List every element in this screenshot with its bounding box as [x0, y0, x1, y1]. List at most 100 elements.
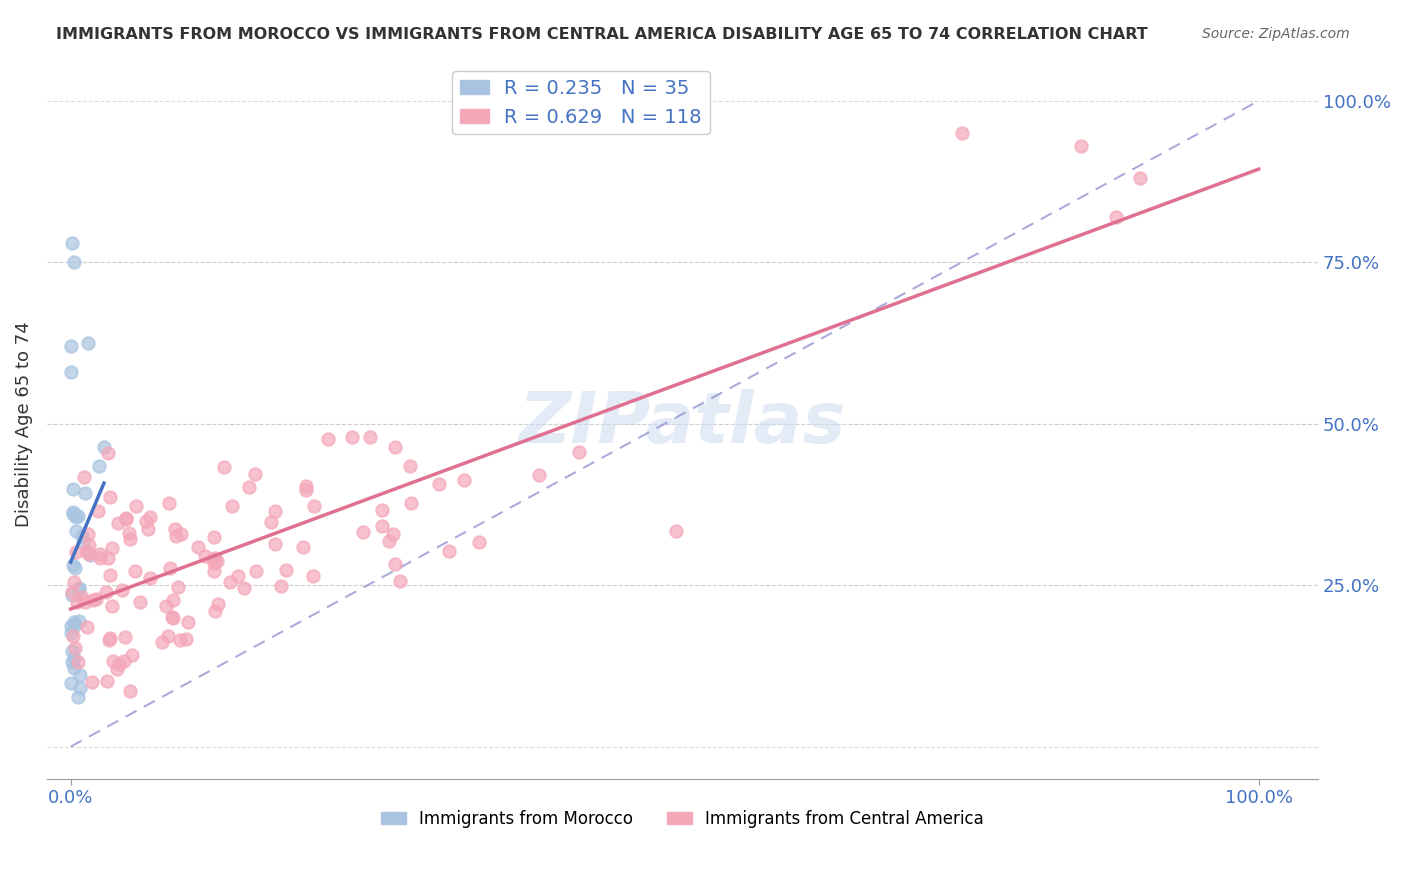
Point: [100, 599, 122, 613]
Point: [60, 588, 83, 602]
Point: [120, 533, 142, 547]
Point: [384, 557, 406, 571]
Point: [65, 509, 87, 524]
Text: Source: ZipAtlas.com: Source: ZipAtlas.com: [1202, 27, 1350, 41]
Point: [187, 540, 209, 554]
Point: [101, 541, 124, 556]
Point: [202, 556, 225, 570]
Point: [60, 625, 83, 640]
Point: [67, 582, 90, 596]
Point: [291, 541, 314, 555]
Point: [60, 585, 83, 599]
Point: [359, 430, 381, 444]
Point: [157, 496, 180, 510]
Point: [73, 470, 96, 484]
Point: [103, 655, 125, 669]
Point: [75, 486, 97, 500]
Point: [207, 597, 229, 611]
Point: [352, 524, 374, 539]
Point: [63, 651, 86, 665]
Point: [118, 684, 141, 698]
Text: IMMIGRANTS FROM MOROCCO VS IMMIGRANTS FROM CENTRAL AMERICA DISABILITY AGE 65 TO : IMMIGRANTS FROM MOROCCO VS IMMIGRANTS FR…: [56, 27, 1147, 42]
Point: [167, 581, 190, 595]
Point: [263, 504, 285, 518]
Point: [316, 432, 339, 446]
Point: [60, 235, 83, 250]
Point: [73, 595, 96, 609]
Point: [568, 445, 591, 459]
Point: [162, 592, 184, 607]
Point: [65, 545, 87, 559]
Point: [98, 631, 121, 645]
Point: [72, 535, 94, 549]
Point: [76, 335, 98, 350]
Point: [232, 582, 254, 596]
Point: [114, 654, 136, 668]
Point: [65, 524, 87, 538]
Point: [98, 633, 121, 648]
Point: [204, 604, 226, 618]
Point: [129, 595, 152, 609]
Point: [87, 504, 110, 518]
Point: [377, 533, 399, 548]
Point: [93, 441, 115, 455]
Point: [950, 126, 973, 140]
Point: [125, 499, 148, 513]
Point: [139, 510, 162, 524]
Point: [160, 609, 183, 624]
Point: [370, 519, 392, 533]
Point: [105, 662, 128, 676]
Point: [82, 593, 104, 607]
Point: [238, 480, 260, 494]
Point: [62, 629, 84, 643]
Point: [98, 490, 121, 504]
Point: [107, 516, 129, 530]
Point: [156, 629, 179, 643]
Point: [67, 655, 90, 669]
Point: [96, 550, 118, 565]
Point: [162, 611, 184, 625]
Point: [159, 561, 181, 575]
Text: ZIPatlas: ZIPatlas: [519, 389, 846, 458]
Point: [295, 483, 318, 497]
Point: [382, 527, 405, 541]
Point: [84, 592, 107, 607]
Point: [63, 255, 86, 269]
Point: [63, 617, 86, 632]
Point: [205, 554, 228, 568]
Point: [1129, 171, 1152, 186]
Point: [202, 564, 225, 578]
Point: [72, 529, 94, 543]
Point: [63, 641, 86, 656]
Point: [98, 568, 121, 582]
Point: [60, 655, 83, 669]
Point: [245, 564, 267, 578]
Point: [399, 496, 422, 510]
Point: [62, 507, 84, 521]
Legend: Immigrants from Morocco, Immigrants from Central America: Immigrants from Morocco, Immigrants from…: [374, 803, 991, 835]
Point: [60, 618, 83, 632]
Point: [453, 474, 475, 488]
Point: [1070, 139, 1092, 153]
Point: [96, 673, 118, 688]
Point: [59, 365, 82, 379]
Point: [202, 552, 225, 566]
Point: [340, 429, 363, 443]
Point: [527, 468, 550, 483]
Point: [124, 564, 146, 578]
Point: [69, 681, 91, 695]
Point: [135, 515, 157, 529]
Point: [155, 599, 177, 613]
Point: [163, 522, 186, 536]
Point: [66, 690, 89, 704]
Point: [114, 512, 136, 526]
Point: [67, 581, 90, 595]
Point: [139, 571, 162, 585]
Point: [169, 633, 191, 648]
Point: [60, 644, 83, 658]
Point: [174, 632, 197, 646]
Point: [384, 441, 406, 455]
Point: [302, 569, 325, 583]
Point: [66, 508, 89, 523]
Point: [245, 467, 267, 482]
